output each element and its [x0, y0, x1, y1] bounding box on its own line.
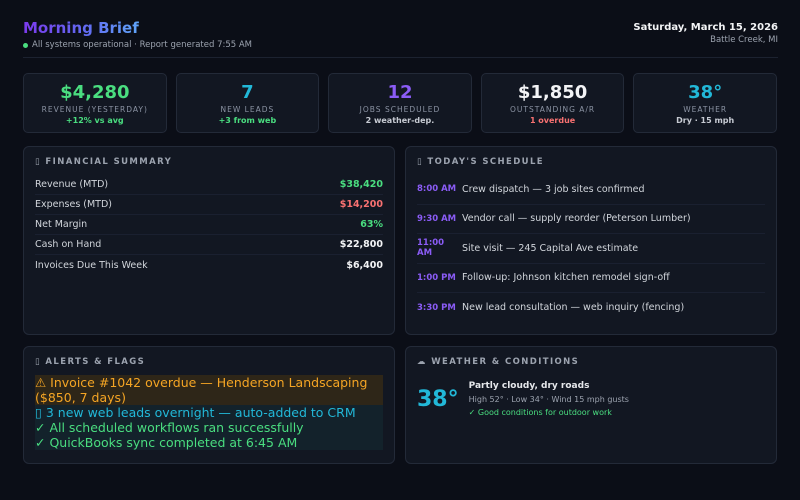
stat-label: NEW LEADS	[220, 105, 275, 114]
financial-value: $6,400	[346, 259, 383, 271]
location: Battle Creek, MI	[710, 35, 778, 45]
schedule-text: Site visit — 245 Capital Ave estimate	[462, 242, 639, 254]
weather-panel: ☁ WEATHER & CONDITIONS 38° Partly cloudy…	[405, 346, 777, 464]
schedule-item: 3:30 PM New lead consultation — web inqu…	[417, 293, 765, 323]
alert-item: ✓ QuickBooks sync completed at 6:45 AM	[35, 435, 383, 450]
stat-card: 38° WEATHER Dry · 15 mph	[633, 73, 777, 133]
stat-card: 12 JOBS SCHEDULED 2 weather-dep.	[328, 73, 472, 133]
date: Saturday, March 15, 2026	[633, 22, 778, 33]
schedule-text: Crew dispatch — 3 job sites confirmed	[462, 183, 645, 195]
header: Morning Brief All systems operational · …	[23, 18, 778, 58]
schedule-text: New lead consultation — web inquiry (fen…	[462, 302, 685, 314]
financial-value: $14,200	[339, 199, 383, 210]
financial-row: Cash on Hand $22,800	[35, 235, 383, 255]
stat-subtext: Dry · 15 mph	[676, 116, 735, 125]
stat-value: 38°	[688, 82, 723, 103]
alerts-panel: ▯ ALERTS & FLAGS ⚠ Invoice #1042 overdue…	[23, 346, 395, 464]
financial-label: Expenses (MTD)	[35, 199, 113, 210]
financial-label: Revenue (MTD)	[35, 179, 109, 190]
stat-label: JOBS SCHEDULED	[359, 105, 441, 114]
stat-subtext: 1 overdue	[529, 116, 576, 125]
weather-note: ✓ Good conditions for outdoor work	[468, 408, 612, 417]
stat-value: 12	[387, 82, 413, 103]
stat-value: 7	[241, 82, 254, 103]
schedule-item: 11:00 AM Site visit — 245 Capital Ave es…	[417, 234, 765, 264]
financial-label: Cash on Hand	[35, 239, 102, 250]
status-dot-icon	[23, 42, 28, 48]
financial-label: Net Margin	[35, 219, 88, 230]
schedule-time: 8:00 AM	[417, 184, 457, 195]
financial-row: Invoices Due This Week $6,400	[35, 255, 383, 275]
schedule-item: 9:30 AM Vendor call — supply reorder (Pe…	[417, 205, 765, 234]
alerts-heading: ▯ ALERTS & FLAGS	[35, 357, 146, 367]
stat-cards: $4,280 REVENUE (YESTERDAY) +12% vs avg 7…	[23, 73, 777, 133]
stat-label: REVENUE (YESTERDAY)	[41, 105, 148, 114]
page-title: Morning Brief	[23, 19, 139, 37]
stat-subtext: +3 from web	[218, 116, 277, 125]
alert-item: ⚠ Invoice #1042 overdue — Henderson Land…	[35, 375, 383, 405]
weather-summary: Partly cloudy, dry roads	[468, 381, 590, 391]
schedule-item: 8:00 AM Crew dispatch — 3 job sites conf…	[417, 175, 765, 205]
schedule-time: 1:00 PM	[417, 272, 456, 283]
schedule-panel: ▯ TODAY'S SCHEDULE 8:00 AM Crew dispatch…	[405, 146, 777, 335]
financial-value: $38,420	[339, 179, 383, 190]
stat-value: $1,850	[517, 82, 588, 103]
stat-card: 7 NEW LEADS +3 from web	[175, 73, 320, 133]
stat-label: WEATHER	[683, 105, 728, 114]
stat-card: $1,850 OUTSTANDING A/R 1 overdue	[480, 73, 625, 133]
financial-value: $22,800	[339, 239, 383, 250]
stat-value: $4,280	[60, 82, 130, 103]
financial-value: 63%	[360, 219, 383, 230]
weather-details: High 52° · Low 34° · Wind 15 mph gusts	[468, 395, 629, 404]
alert-item: ✓ All scheduled workflows ran successful…	[35, 420, 383, 435]
schedule-text: Vendor call — supply reorder (Peterson L…	[462, 213, 691, 225]
financial-label: Invoices Due This Week	[35, 259, 148, 271]
financial-row: Revenue (MTD) $38,420	[35, 175, 383, 195]
schedule-time: 3:30 PM	[417, 302, 456, 313]
financial-summary-heading: ▯ FINANCIAL SUMMARY	[35, 157, 173, 167]
schedule-time: 11:00 AM	[417, 238, 445, 259]
schedule-text: Follow-up: Johnson kitchen remodel sign-…	[462, 272, 670, 284]
schedule-item: 1:00 PM Follow-up: Johnson kitchen remod…	[417, 264, 765, 293]
financial-summary-panel: ▯ FINANCIAL SUMMARY Revenue (MTD) $38,42…	[23, 146, 395, 335]
stat-label: OUTSTANDING A/R	[510, 105, 596, 114]
schedule-time: 9:30 AM	[417, 213, 457, 224]
financial-row: Net Margin 63%	[35, 215, 383, 235]
status-text: All systems operational · Report generat…	[32, 40, 253, 50]
stat-card: $4,280 REVENUE (YESTERDAY) +12% vs avg	[23, 73, 167, 133]
weather-heading: ☁ WEATHER & CONDITIONS	[417, 357, 580, 367]
weather-temp: 38°	[417, 387, 459, 412]
alert-item: ▯ 3 new web leads overnight — auto-added…	[35, 405, 383, 420]
financial-row: Expenses (MTD) $14,200	[35, 195, 383, 215]
schedule-heading: ▯ TODAY'S SCHEDULE	[417, 157, 544, 167]
stat-subtext: 2 weather-dep.	[365, 116, 435, 125]
stat-subtext: +12% vs avg	[65, 116, 124, 125]
